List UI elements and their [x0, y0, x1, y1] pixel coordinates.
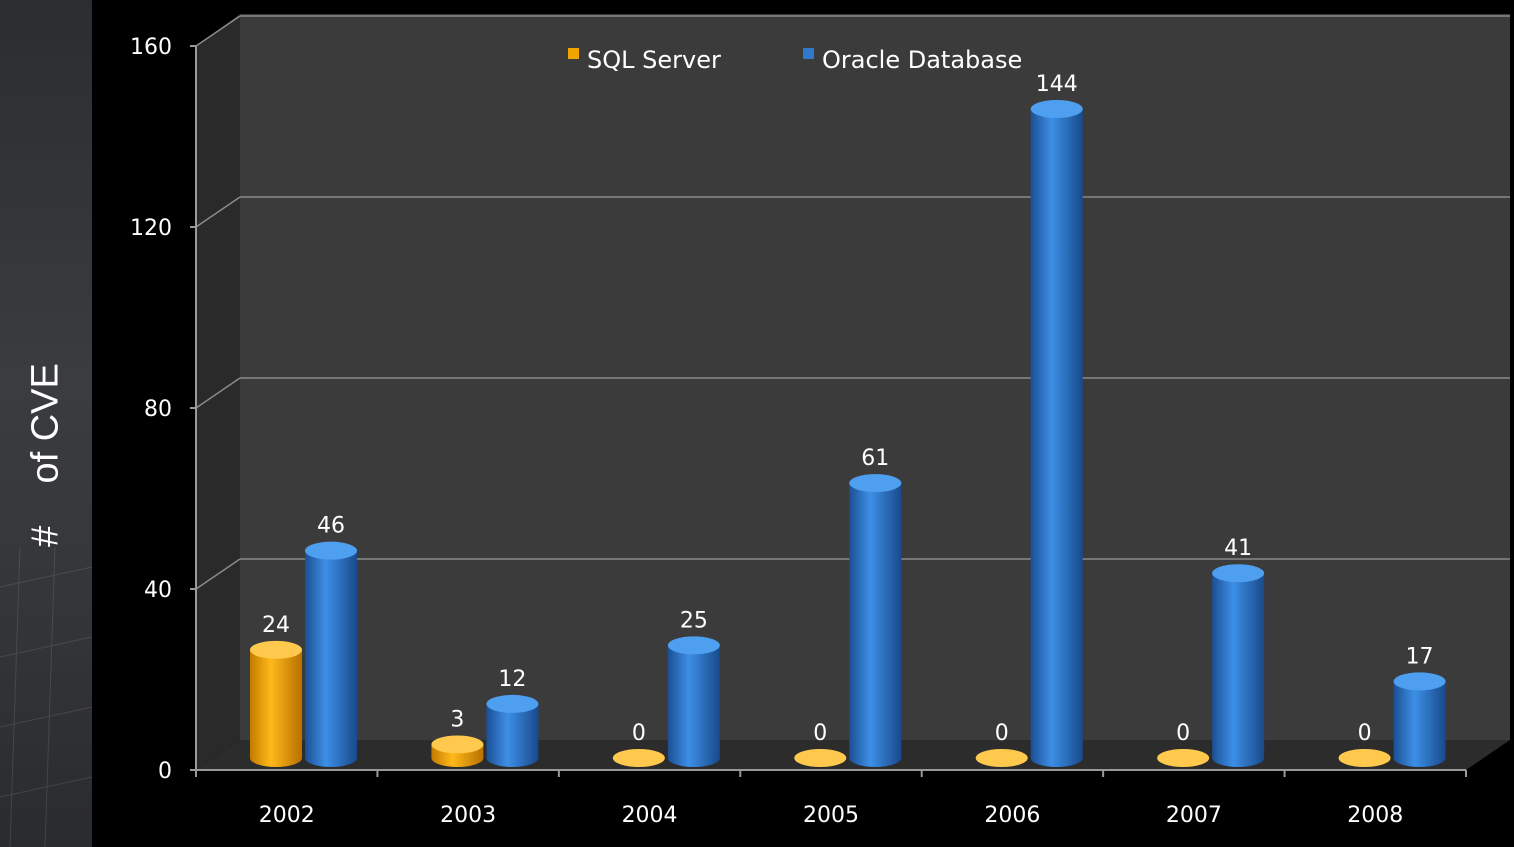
legend-swatch	[803, 48, 814, 59]
bar-top	[667, 636, 720, 655]
x-tick-label: 2004	[622, 803, 678, 828]
bar-oracle-database-2002	[305, 541, 357, 767]
bar-body	[305, 550, 357, 767]
gridline-diagonal	[195, 15, 241, 47]
data-label: 0	[813, 721, 827, 746]
bar-sql-server-2003	[431, 735, 484, 767]
left-decorative-panel	[0, 0, 92, 847]
bar-body	[1030, 109, 1083, 767]
legend-swatch	[568, 48, 579, 59]
bar-top	[305, 541, 357, 560]
bar-sql-server-2005	[794, 749, 847, 767]
data-label: 25	[680, 608, 708, 633]
bar-body	[1212, 573, 1265, 767]
bar-top	[250, 640, 302, 659]
data-label: 0	[632, 721, 646, 746]
data-label: 46	[317, 514, 345, 539]
bars	[250, 100, 1446, 767]
x-axis-ticks: 2002 2003 2004 2005 2006 2007 2008	[195, 770, 1467, 828]
gridline-diagonal	[195, 558, 241, 590]
data-label: 144	[1036, 72, 1078, 97]
bar-sql-server-2008	[1338, 749, 1391, 767]
bar-body	[667, 645, 720, 767]
x-tick-label: 2002	[259, 803, 315, 828]
bar-top	[794, 749, 847, 767]
bar-sql-server-2004	[612, 749, 665, 767]
bar-oracle-database-2008	[1393, 672, 1446, 767]
data-labels: 24 46 3 12 0 25 0 61 0 144 0 41 0 17	[262, 72, 1434, 746]
x-tick-label: 2003	[440, 803, 496, 828]
gridline-diagonal	[195, 196, 241, 228]
data-label: 61	[861, 446, 889, 471]
bar-body	[1393, 681, 1446, 767]
data-label: 41	[1224, 536, 1252, 561]
bar-top	[1212, 564, 1265, 583]
legend-label: Oracle Database	[822, 46, 1022, 74]
y-tick-label: 160	[130, 35, 172, 60]
data-label: 3	[450, 707, 464, 732]
bar-sql-server-2006	[975, 749, 1028, 767]
data-label: 0	[995, 721, 1009, 746]
bar-sql-server-2007	[1157, 749, 1210, 767]
y-tick-label: 40	[144, 578, 172, 603]
y-tick-label: 0	[158, 759, 172, 784]
x-tick-label: 2007	[1166, 803, 1222, 828]
bar-top	[612, 749, 665, 767]
bar-oracle-database-2003	[486, 694, 539, 767]
bar-top	[975, 749, 1028, 767]
bar-body	[486, 703, 539, 767]
data-label: 12	[498, 667, 526, 692]
y-tick-label: 120	[130, 216, 172, 241]
bar-top	[1157, 749, 1210, 767]
bar-top	[486, 694, 539, 713]
decorative-grid	[0, 547, 92, 847]
gridline-diagonal	[195, 377, 241, 409]
bar-oracle-database-2006	[1030, 100, 1083, 767]
legend-label: SQL Server	[587, 46, 721, 74]
bar-body	[250, 649, 302, 767]
bar-top	[1393, 672, 1446, 691]
data-label: 0	[1358, 721, 1372, 746]
bar-sql-server-2002	[250, 640, 302, 767]
bar-top	[849, 474, 902, 493]
bar-top	[1338, 749, 1391, 767]
side-wall	[196, 14, 240, 770]
bar-top	[431, 735, 484, 754]
y-tick-label: 80	[144, 397, 172, 422]
data-label: 24	[262, 613, 290, 638]
bar-oracle-database-2007	[1212, 564, 1265, 767]
bar-oracle-database-2004	[667, 636, 720, 767]
bar-body	[849, 483, 902, 767]
x-tick-label: 2008	[1347, 803, 1403, 828]
y-axis-ticks: 0 40 80 120 160	[130, 35, 196, 784]
data-label: 17	[1406, 644, 1434, 669]
data-label: 0	[1176, 721, 1190, 746]
x-tick-label: 2005	[803, 803, 859, 828]
bar-top	[1030, 100, 1083, 118]
bar-oracle-database-2005	[849, 474, 902, 767]
x-tick-label: 2006	[984, 803, 1040, 828]
legend: SQL Server Oracle Database	[568, 46, 1022, 74]
